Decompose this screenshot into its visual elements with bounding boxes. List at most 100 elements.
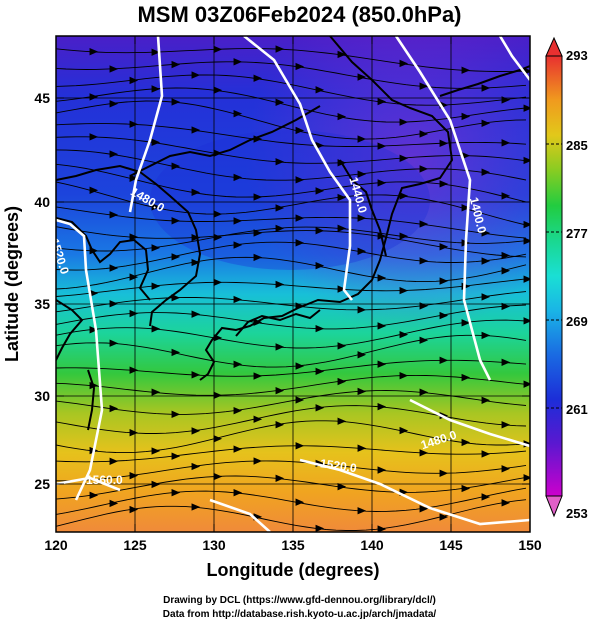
wind-arrow [337,50,347,59]
wind-arrow [481,396,491,404]
wind-arrow [481,257,491,265]
colorbar-label: 253 [566,506,588,521]
wind-arrow [109,499,119,508]
wind-arrow [129,120,139,128]
wind-arrow [357,444,367,452]
streamline [56,319,527,349]
wind-arrow [337,193,347,202]
wind-arrow [357,135,367,143]
wind-arrow [461,484,471,493]
wind-arrow [275,474,285,482]
height-contours [56,36,530,532]
wind-arrow [481,450,491,458]
wind-arrow [191,258,201,267]
wind-arrow [377,179,387,187]
x-tick-label: 150 [518,537,542,553]
wind-arrow [315,86,325,94]
streamline [56,136,527,164]
wind-arrow [419,82,429,90]
wind-arrow [461,204,471,212]
x-tick-label: 140 [360,537,384,553]
streamline [56,390,527,415]
y-tick-label: 30 [34,388,50,404]
wind-arrow [129,366,139,374]
x-tick-label: 135 [281,537,305,553]
wind-arrow [233,445,243,453]
wind-arrow [501,251,511,260]
wind-arrow [439,139,449,147]
wind-arrow [191,71,201,79]
wind-arrow [315,404,325,412]
wind-arrow [501,139,511,147]
wind-arrow [377,402,387,411]
wind-arrow [377,142,387,150]
wind-arrow [109,404,119,413]
wind-arrow [253,372,263,380]
wind-arrow [253,457,263,465]
wind-arrow [109,339,119,347]
wind-arrow [233,295,243,304]
wind-arrow [253,229,263,237]
wind-arrow [523,156,530,165]
x-tick-label: 130 [202,537,226,553]
wind-arrow [337,377,347,386]
wind-arrow [501,267,511,275]
wind-arrow [337,112,347,121]
wind-arrow [151,138,161,147]
wind-arrow [461,438,471,447]
y-tick-label: 45 [34,90,50,106]
wind-arrow [419,302,429,310]
streamline [56,206,527,239]
wind-arrow [357,170,367,178]
wind-arrow [275,224,285,233]
wind-arrow [501,358,511,366]
streamline [56,475,527,500]
wind-arrow [295,396,305,404]
wind-arrow [253,253,263,262]
wind-arrow [377,360,387,368]
wind-arrow [275,158,285,166]
wind-arrow [171,98,181,106]
axis-ticks [55,36,531,532]
wind-arrow [419,220,429,228]
wind-arrow [151,48,161,56]
wind-arrow [523,317,530,325]
wind-arrow [523,220,530,229]
wind-arrow [233,488,243,497]
wind-arrow [171,253,181,261]
wind-arrow [439,311,449,320]
wind-arrow [377,525,387,532]
colorbar-label: 285 [566,138,588,153]
wind-arrow [357,306,367,314]
wind-arrow [481,331,491,340]
wind-arrow [171,452,181,460]
wind-arrow [315,187,325,195]
wind-arrow [151,85,161,93]
wind-arrow [191,371,201,379]
wind-arrow [461,112,471,121]
wind-arrow [129,471,139,480]
wind-arrow [109,100,119,108]
x-axis-label: Longitude (degrees) [206,560,379,580]
wind-arrow [129,76,139,85]
wind-arrow [109,150,119,158]
wind-arrow [109,65,119,73]
wind-arrow [377,97,387,106]
wind-arrow [419,130,429,138]
wind-arrow [337,224,347,233]
drawing-credit: Drawing by DCL (https://www.gfd-dennou.o… [163,595,436,606]
y-tick-label: 35 [34,296,50,312]
contour-label: 1560.0 [86,473,123,487]
wind-arrow [377,274,387,282]
colorbar-label: 293 [566,48,588,63]
wind-arrow [357,247,367,255]
wind-arrow [109,457,119,465]
colorbar-bottom-triangle [545,495,563,518]
wind-arrow [191,462,201,471]
streamline [56,149,527,181]
wind-arrow [523,380,530,388]
wind-arrow [357,351,367,359]
wind-arrow [171,294,181,302]
wind-arrow [501,302,511,311]
wind-arrow [399,286,409,295]
